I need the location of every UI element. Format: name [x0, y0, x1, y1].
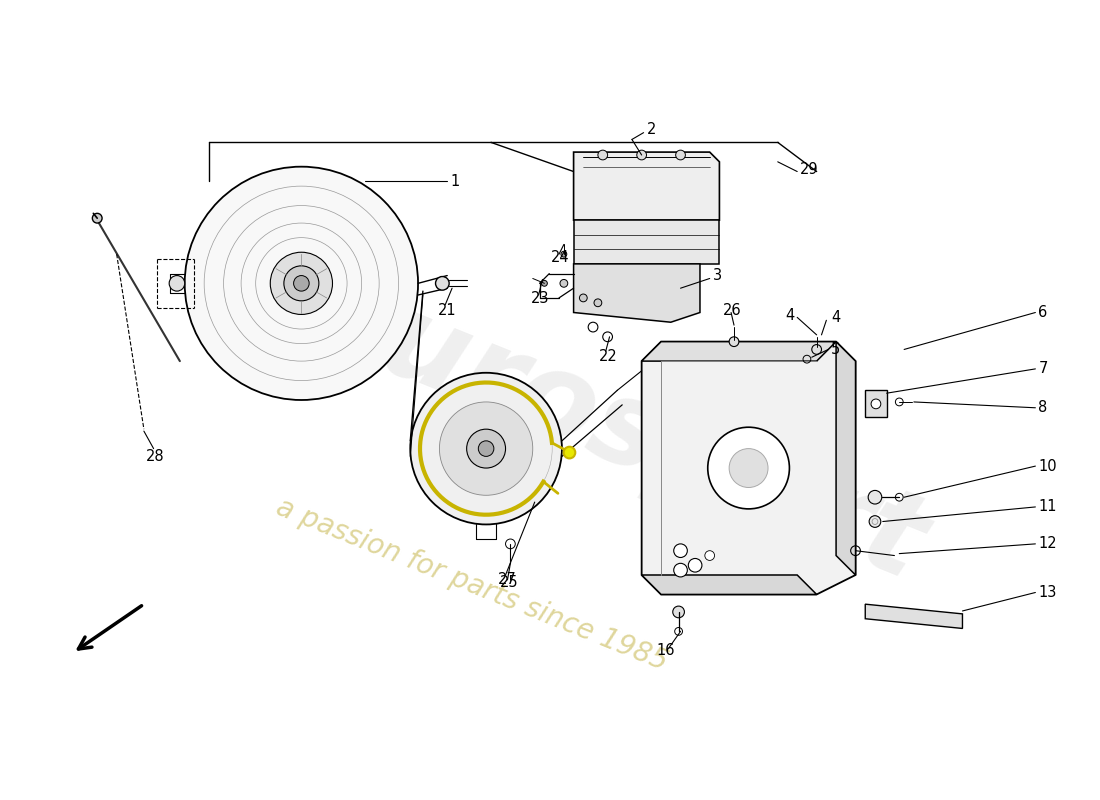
Circle shape: [598, 150, 607, 160]
Polygon shape: [641, 342, 856, 594]
Text: 10: 10: [1038, 458, 1057, 474]
Text: 4: 4: [832, 310, 840, 325]
Circle shape: [594, 299, 602, 306]
Text: 6: 6: [1038, 305, 1047, 320]
Circle shape: [868, 490, 882, 504]
Circle shape: [812, 345, 822, 354]
Text: 7: 7: [1038, 362, 1047, 376]
Text: eurosport: eurosport: [292, 254, 940, 605]
Text: 24: 24: [551, 250, 570, 265]
Circle shape: [284, 266, 319, 301]
Circle shape: [689, 558, 702, 572]
Text: 29: 29: [800, 162, 818, 177]
Circle shape: [707, 427, 790, 509]
Circle shape: [436, 277, 449, 290]
Circle shape: [294, 275, 309, 291]
Text: 12: 12: [1038, 536, 1057, 551]
Circle shape: [563, 446, 575, 458]
Text: 3: 3: [713, 268, 722, 283]
Circle shape: [580, 294, 587, 302]
Circle shape: [729, 337, 739, 346]
Circle shape: [869, 516, 881, 527]
Circle shape: [637, 150, 647, 160]
Text: 23: 23: [531, 291, 549, 306]
Circle shape: [271, 252, 332, 314]
Polygon shape: [573, 152, 719, 220]
Text: a passion for parts since 1985: a passion for parts since 1985: [272, 493, 672, 676]
Circle shape: [92, 214, 102, 223]
Text: 16: 16: [657, 643, 674, 658]
Polygon shape: [573, 264, 700, 322]
Text: 2: 2: [647, 122, 656, 138]
Bar: [573, 220, 719, 264]
Circle shape: [705, 550, 715, 561]
Text: 11: 11: [1038, 499, 1057, 514]
Polygon shape: [836, 342, 856, 575]
Text: 21: 21: [438, 303, 456, 318]
Circle shape: [185, 166, 418, 400]
Circle shape: [729, 449, 768, 487]
Polygon shape: [641, 575, 816, 594]
Text: 1: 1: [450, 174, 460, 189]
Circle shape: [466, 429, 506, 468]
Circle shape: [169, 275, 185, 291]
Text: 8: 8: [1038, 400, 1047, 415]
Circle shape: [410, 373, 562, 525]
Circle shape: [673, 606, 684, 618]
Text: 27: 27: [498, 572, 517, 587]
Circle shape: [673, 544, 688, 558]
Text: 28: 28: [146, 449, 165, 464]
Polygon shape: [866, 604, 962, 629]
Text: 26: 26: [724, 303, 741, 318]
Circle shape: [478, 441, 494, 456]
Polygon shape: [641, 342, 836, 361]
Circle shape: [675, 150, 685, 160]
Text: 5: 5: [832, 342, 840, 357]
Circle shape: [541, 281, 548, 286]
Circle shape: [673, 563, 688, 577]
Text: 4: 4: [785, 308, 795, 323]
Circle shape: [871, 399, 881, 409]
Circle shape: [439, 402, 532, 495]
Circle shape: [560, 279, 568, 287]
Text: 25: 25: [499, 575, 518, 590]
Text: 13: 13: [1038, 585, 1057, 600]
Bar: [866, 390, 887, 418]
Circle shape: [561, 251, 566, 257]
Text: 22: 22: [598, 349, 617, 364]
